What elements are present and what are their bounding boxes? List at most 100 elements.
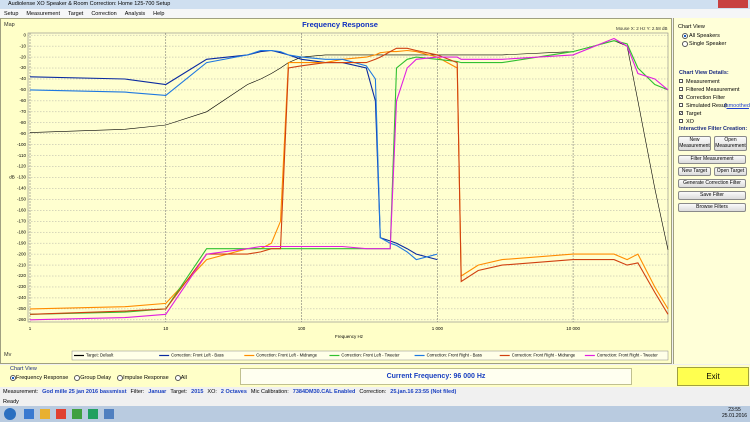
checkbox[interactable]	[679, 111, 683, 115]
button[interactable]: Save Filter	[678, 191, 746, 200]
status-label: Mic Calibration:	[250, 389, 289, 395]
checkbox[interactable]	[679, 79, 683, 83]
mouse-readout: Mouse X: 2 Hz Y: 2.58 dB	[616, 26, 668, 31]
legend-label: Target: Default	[86, 353, 114, 358]
radio-label: All Speakers	[689, 32, 720, 39]
checkbox[interactable]	[679, 119, 683, 123]
status-label: Measurement:	[3, 389, 39, 395]
radio-label: Group Delay	[80, 374, 112, 381]
link[interactable]: (smoothed)	[724, 102, 750, 109]
checkbox-label: Measurement	[686, 78, 720, 85]
radio[interactable]	[74, 375, 81, 381]
radio[interactable]	[174, 375, 181, 381]
radio[interactable]	[682, 33, 688, 39]
y-tick-label: -120	[17, 164, 27, 169]
radio-label: Frequency Response	[16, 374, 69, 381]
chart: Frequency Response 0 -10 -20 -30 -40 -50 -60 -70…	[9, 20, 669, 361]
y-tick-label: -80	[19, 120, 26, 125]
button[interactable]: New Target	[678, 167, 711, 176]
series-line	[29, 49, 438, 261]
group-title: Chart View	[10, 366, 37, 372]
x-tick-label: 10 000	[566, 326, 580, 331]
checkbox[interactable]	[679, 95, 683, 99]
y-tick-label: 0	[23, 32, 26, 37]
status-value: God mille 25 jan 2016 bassmisst	[42, 389, 127, 395]
radio[interactable]	[117, 375, 124, 381]
button[interactable]: Generate Correction Filter	[678, 179, 746, 188]
status-label: Target:	[170, 389, 188, 395]
group-title: Chart View	[678, 24, 705, 30]
clock-time: 23:55	[728, 407, 741, 413]
menu-item[interactable]: Analysis	[124, 10, 146, 17]
side-panel: Chart View All Speakers Single Speaker Char…	[673, 18, 750, 364]
y-tick-label: -60	[19, 98, 26, 103]
radio[interactable]	[682, 41, 688, 47]
y-tick-label: -50	[19, 87, 26, 92]
menu-item[interactable]: Measurement	[26, 10, 61, 17]
y-tick-label: -40	[19, 76, 26, 81]
y-tick-label: -200	[17, 251, 27, 256]
status-line: Measurement: God mille 25 jan 2016 bassmi…	[3, 389, 456, 395]
status-value: 2 Octaves	[220, 389, 247, 395]
y-tick-label: -160	[17, 208, 27, 213]
checkbox[interactable]	[679, 103, 683, 107]
checkbox-label: XO	[686, 118, 694, 125]
radio[interactable]	[10, 375, 16, 381]
y-tick-label: -220	[17, 273, 27, 278]
taskbar-icon[interactable]	[24, 409, 34, 419]
checkbox-label: Simulated Result	[686, 102, 728, 109]
y-tick-label: -180	[17, 229, 27, 234]
taskbar-icon[interactable]	[56, 409, 66, 419]
button[interactable]: Filter Measurement	[678, 155, 746, 164]
mv-tab[interactable]: Mv	[4, 352, 12, 358]
section-title: Interactive Filter Creation:	[679, 126, 748, 132]
button[interactable]: Open Measurement	[714, 136, 747, 151]
y-tick-label: -190	[17, 240, 27, 245]
taskbar-icon[interactable]	[72, 409, 82, 419]
legend-label: Correction: Front Left - Bass	[171, 353, 224, 358]
series-line	[29, 47, 669, 315]
status-label: XO:	[207, 389, 217, 395]
y-tick-label: -10	[19, 43, 26, 48]
start-button[interactable]	[4, 408, 16, 420]
taskbar-icon[interactable]	[104, 409, 114, 419]
taskbar-icon[interactable]	[88, 409, 98, 419]
button[interactable]: New Measurement	[678, 136, 711, 151]
y-tick-label: -210	[17, 262, 27, 267]
y-tick-label: -150	[17, 197, 27, 202]
button[interactable]: Browse Filters	[678, 203, 746, 212]
legend-box	[71, 350, 669, 361]
menu-item[interactable]: Setup	[4, 10, 19, 17]
status-value: Januar	[148, 389, 167, 395]
checkbox-label: Correction Filter	[686, 94, 726, 101]
legend-label: Correction: Front Right - Tweeter	[597, 353, 659, 358]
ready-text: Ready	[3, 399, 19, 405]
menu-item[interactable]: Help	[153, 10, 165, 17]
button[interactable]: Open Target	[714, 167, 747, 176]
y-tick-label: -100	[17, 142, 27, 147]
y-tick-label: -130	[17, 175, 27, 180]
exit-button[interactable]: Exit	[677, 367, 749, 386]
y-tick-label: -110	[17, 153, 26, 158]
plot-area	[27, 32, 669, 323]
y-tick-label: -260	[17, 317, 27, 322]
current-frequency: Current Frequency: 96 000 Hz	[240, 368, 632, 385]
y-tick-label: -230	[17, 284, 27, 289]
legend-label: Correction: Front Right - Bass	[427, 353, 482, 358]
x-tick-label: 1 000	[432, 326, 444, 331]
taskbar-icon[interactable]	[40, 409, 50, 419]
series-line	[29, 49, 438, 261]
radio-label: Single Speaker	[689, 40, 727, 47]
x-tick-label: 1	[29, 326, 32, 331]
menu-item[interactable]: Correction	[91, 10, 117, 17]
checkbox[interactable]	[679, 87, 683, 91]
y-tick-label: -90	[19, 131, 26, 136]
map-tab[interactable]: Map	[4, 22, 15, 28]
y-tick-label: -140	[17, 186, 27, 191]
window-controls[interactable]	[718, 0, 748, 8]
x-axis-label: Frequency Hz	[335, 334, 364, 339]
menu-item[interactable]: Target	[68, 10, 84, 17]
status-value: 25.jan.16 23:55 (Not filed)	[390, 389, 457, 395]
status-value: 2015	[191, 389, 204, 395]
y-tick-label: -70	[19, 109, 26, 114]
